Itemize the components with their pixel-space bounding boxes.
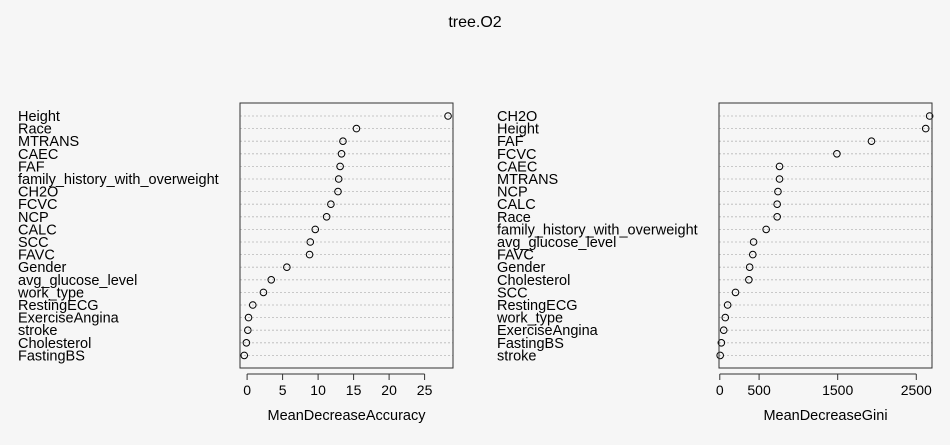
data-point [867, 137, 876, 145]
x-tick-label: 2500 [901, 382, 932, 398]
row-label: Cholesterol [497, 273, 570, 289]
x-tick-label: 15 [346, 382, 362, 398]
data-point [339, 137, 347, 145]
data-point [240, 351, 249, 360]
row-label: FCVC [18, 197, 57, 213]
data-point [322, 213, 331, 221]
row-label: Race [497, 210, 531, 226]
data-point [242, 339, 251, 347]
row-label: FAVC [497, 248, 534, 264]
data-point [775, 175, 784, 183]
data-point [305, 250, 314, 259]
data-point [745, 263, 754, 272]
row-label: Race [18, 122, 52, 138]
data-point [762, 225, 770, 234]
data-point [773, 213, 781, 221]
data-point [259, 288, 268, 297]
panel-2: CH2OHeightFAFFCVCCAECMTRANSNCPCALCRacefa… [496, 102, 934, 424]
row-label: Height [497, 122, 539, 138]
row-label: ExerciseAngina [497, 323, 599, 339]
row-label: CAEC [497, 159, 537, 175]
row-label: CALC [497, 197, 536, 213]
row-label: avg_glucose_level [18, 273, 137, 289]
data-point [731, 288, 740, 297]
row-label: SCC [497, 285, 528, 301]
row-label: RestingECG [18, 298, 99, 314]
x-tick-label: 1500 [822, 382, 853, 398]
row-label: family_history_with_overweight [18, 172, 219, 188]
row-label: stroke [497, 348, 537, 364]
row-label: CH2O [497, 109, 537, 125]
plot-frame [718, 102, 933, 369]
data-point [267, 276, 276, 284]
row-label: FastingBS [18, 348, 85, 364]
row-label: SCC [18, 235, 49, 251]
row-label: MTRANS [497, 172, 558, 188]
data-point [337, 150, 346, 158]
plot-frame [239, 102, 454, 369]
data-point [248, 301, 257, 309]
data-point [444, 112, 452, 120]
data-point [721, 313, 730, 322]
x-tick-label: 0 [243, 382, 251, 398]
data-point [244, 326, 252, 335]
data-point [306, 238, 315, 246]
row-label: FAF [497, 134, 524, 150]
data-point [723, 301, 732, 309]
data-point [719, 326, 728, 335]
x-tick-label: 500 [747, 382, 771, 398]
data-point [833, 150, 841, 158]
row-label: Gender [497, 260, 546, 276]
x-tick-label: 5 [279, 382, 287, 398]
data-point [774, 187, 782, 196]
row-label: FCVC [497, 147, 536, 163]
x-tick-label: 10 [310, 382, 326, 398]
row-label: Gender [18, 260, 67, 276]
row-label: NCP [18, 210, 49, 226]
row-label: CAEC [18, 147, 58, 163]
panel-1: HeightRaceMTRANSCAECFAFfamily_history_wi… [17, 102, 454, 424]
data-point [717, 339, 726, 347]
row-label: CALC [18, 222, 57, 238]
row-label: FastingBS [497, 336, 564, 352]
data-point [327, 200, 335, 208]
row-label: stroke [18, 323, 58, 339]
row-label: family_history_with_overweight [497, 222, 698, 238]
data-point [921, 124, 930, 133]
data-point [352, 124, 361, 133]
x-tick-label: 25 [417, 382, 433, 398]
row-label: MTRANS [18, 134, 79, 150]
row-label: avg_glucose_level [497, 235, 616, 251]
data-point [311, 225, 320, 234]
row-label: FAVC [18, 248, 55, 264]
chart-title: tree.O2 [448, 14, 501, 31]
data-point [283, 263, 291, 272]
data-point [716, 351, 724, 360]
data-point [749, 238, 758, 246]
data-point [334, 175, 343, 183]
data-point [244, 313, 253, 322]
data-point [775, 162, 784, 171]
row-label: Cholesterol [18, 336, 91, 352]
x-axis-label: MeanDecreaseAccuracy [268, 408, 427, 424]
row-label: Height [18, 109, 60, 125]
x-tick-label: 0 [716, 382, 724, 398]
row-label: work_type [496, 311, 563, 327]
data-point [334, 187, 342, 196]
row-label: NCP [497, 185, 528, 201]
data-point [336, 162, 344, 171]
row-label: RestingECG [497, 298, 578, 314]
x-tick-label: 20 [381, 382, 397, 398]
x-axis-label: MeanDecreaseGini [763, 408, 887, 424]
row-label: work_type [17, 285, 84, 301]
data-point [745, 276, 753, 284]
row-label: CH2O [18, 185, 58, 201]
data-point [925, 112, 934, 120]
row-label: FAF [18, 159, 45, 175]
data-point [748, 250, 757, 259]
data-point [773, 200, 781, 208]
row-label: ExerciseAngina [18, 311, 120, 327]
